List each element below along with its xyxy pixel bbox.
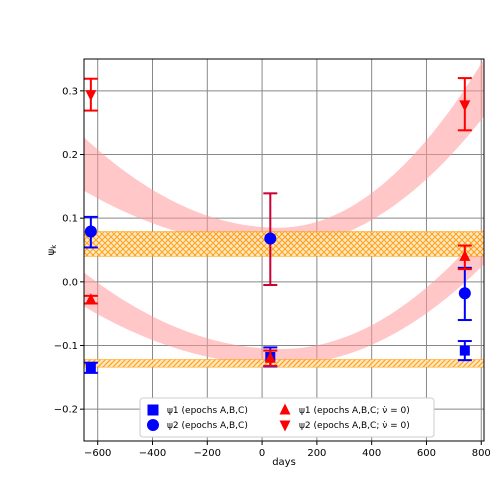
x-tick-label: −200	[194, 448, 221, 459]
legend-label: ψ1 (epochs A,B,C)	[167, 406, 248, 416]
data-point	[459, 249, 471, 261]
x-tick-label: 0	[259, 448, 265, 459]
legend-label: ψ1 (epochs A,B,C; ν̇ = 0)	[299, 406, 410, 416]
y-tick-label: 0.3	[62, 86, 78, 97]
plot-area	[83, 58, 485, 442]
legend-items: ψ1 (epochs A,B,C) ψ2 (epochs A,B,C) ψ1 (ep…	[147, 403, 410, 432]
data-point	[458, 287, 471, 300]
legend-marker	[279, 403, 291, 415]
x-tick-label: 200	[307, 448, 326, 459]
legend-marker	[279, 420, 291, 432]
legend-marker	[147, 419, 159, 431]
hatched-band-2	[84, 359, 484, 368]
data-point	[85, 90, 97, 102]
data-point	[85, 293, 97, 305]
x-tick-label: 400	[362, 448, 381, 459]
data-points	[83, 77, 472, 374]
x-tick-label: −600	[84, 448, 111, 459]
y-tick-label: −0.2	[54, 405, 78, 416]
x-tick-label: 600	[417, 448, 436, 459]
data-point	[85, 362, 96, 373]
data-point	[459, 345, 470, 356]
legend-label: ψ2 (epochs A,B,C)	[167, 421, 248, 431]
legend-marker	[147, 404, 159, 416]
data-point	[84, 225, 97, 238]
hatched-band-1	[84, 231, 484, 257]
data-point	[264, 351, 276, 363]
legend: ψ1 (epochs A,B,C) ψ2 (epochs A,B,C) ψ1 (ep…	[139, 397, 435, 438]
legend-box	[139, 397, 435, 438]
series-3	[83, 244, 472, 367]
y-tick-label: 0.0	[62, 277, 78, 288]
x-axis-ticks: −600 −400 −200 0 200 400 600 800	[84, 441, 491, 459]
series-2	[83, 192, 472, 322]
bands	[84, 59, 484, 368]
x-tick-label: 800	[472, 448, 491, 459]
parabola-band-1	[84, 59, 484, 247]
y-axis-label: ψk	[46, 244, 58, 256]
parabola-band-2	[84, 229, 484, 365]
y-tick-label: 0.1	[62, 214, 78, 225]
x-tick-label: −400	[139, 448, 166, 459]
x-axis-label: days	[272, 457, 296, 468]
legend-label: ψ2 (epochs A,B,C; ν̇ = 0)	[299, 421, 410, 431]
y-tick-label: 0.2	[62, 150, 78, 161]
data-point	[264, 232, 277, 245]
plot-border	[83, 58, 485, 442]
series-4	[83, 77, 472, 132]
y-axis-ticks: −0.2 −0.1 0.0 0.1 0.2 0.3	[54, 86, 84, 416]
y-tick-label: −0.1	[54, 341, 78, 352]
data-point	[459, 100, 471, 112]
y-axis-label-subscript: k	[50, 244, 58, 249]
